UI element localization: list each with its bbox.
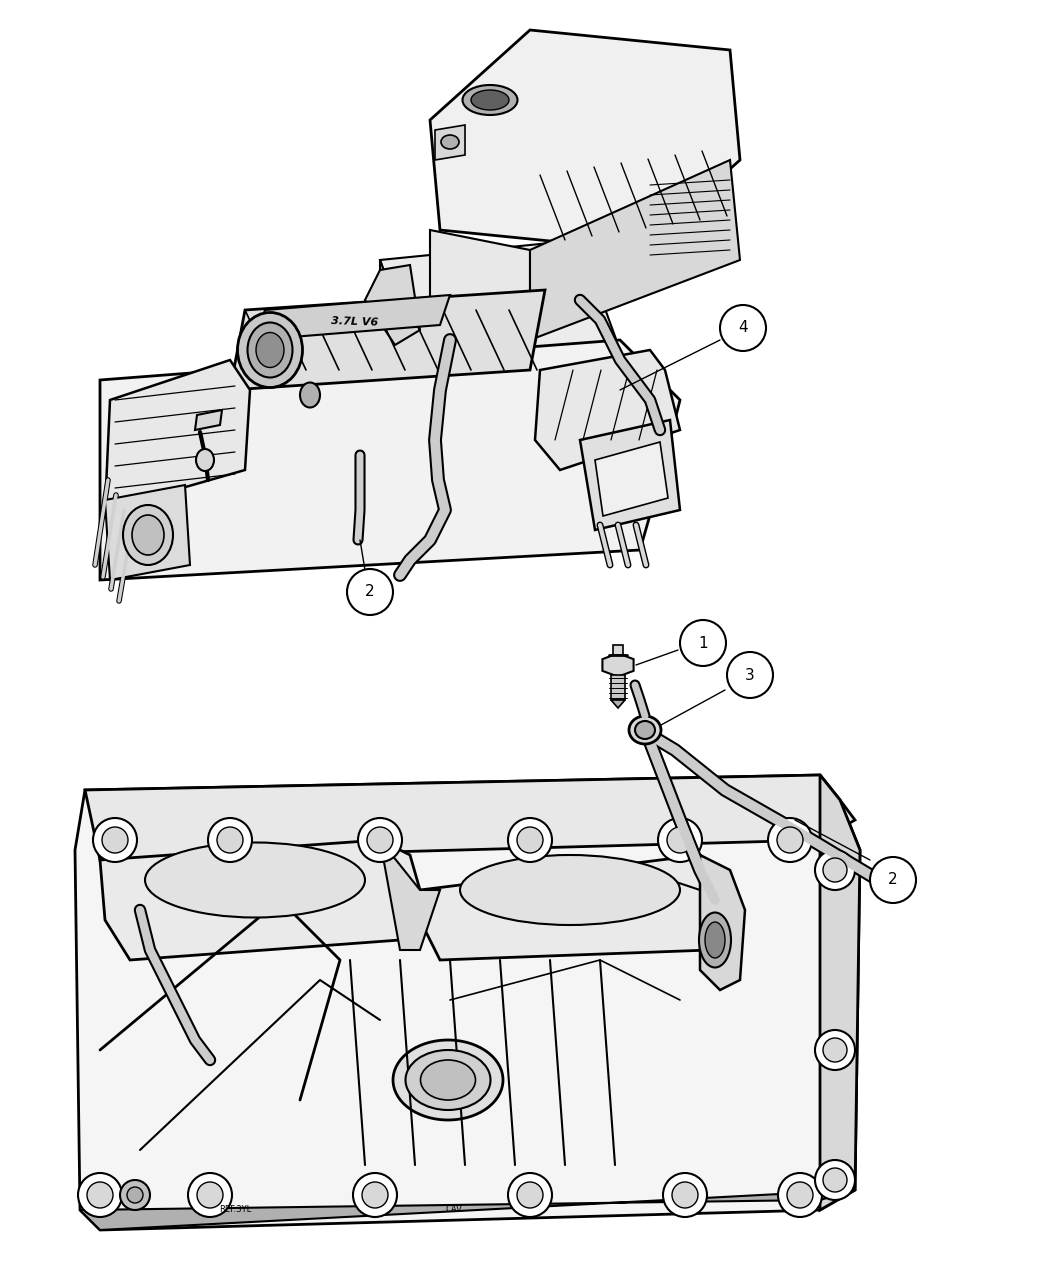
Circle shape (815, 850, 855, 890)
Ellipse shape (132, 515, 164, 555)
Ellipse shape (699, 913, 731, 968)
Circle shape (508, 1173, 552, 1218)
Circle shape (870, 857, 916, 903)
Circle shape (120, 1179, 150, 1210)
Polygon shape (365, 265, 420, 346)
Ellipse shape (635, 720, 655, 739)
Circle shape (517, 1182, 543, 1207)
Text: 3: 3 (746, 668, 755, 682)
Polygon shape (255, 295, 450, 340)
Polygon shape (380, 240, 620, 370)
Ellipse shape (460, 856, 680, 924)
Circle shape (217, 827, 243, 853)
Text: REF.3YL: REF.3YL (218, 1205, 251, 1215)
Text: 4: 4 (738, 320, 748, 335)
Polygon shape (230, 289, 545, 390)
Circle shape (508, 819, 552, 862)
Circle shape (87, 1182, 113, 1207)
Polygon shape (80, 1190, 855, 1230)
Ellipse shape (471, 91, 509, 110)
Polygon shape (603, 653, 633, 677)
Polygon shape (380, 840, 440, 950)
Polygon shape (530, 159, 740, 340)
Polygon shape (380, 260, 420, 390)
Ellipse shape (196, 449, 214, 470)
Ellipse shape (256, 333, 284, 367)
Ellipse shape (237, 312, 302, 388)
Ellipse shape (462, 85, 518, 115)
Polygon shape (820, 775, 860, 1210)
Ellipse shape (629, 717, 662, 745)
Circle shape (823, 858, 847, 882)
Ellipse shape (405, 1051, 490, 1111)
Polygon shape (430, 31, 740, 250)
Polygon shape (105, 360, 250, 510)
Circle shape (358, 819, 402, 862)
Circle shape (663, 1173, 707, 1218)
Polygon shape (613, 645, 623, 655)
Polygon shape (536, 351, 680, 470)
Circle shape (778, 1173, 822, 1218)
Circle shape (720, 305, 766, 351)
Ellipse shape (705, 922, 724, 958)
Polygon shape (195, 411, 222, 430)
Circle shape (188, 1173, 232, 1218)
Polygon shape (85, 775, 855, 861)
Ellipse shape (441, 135, 459, 149)
Circle shape (823, 1038, 847, 1062)
Polygon shape (100, 840, 420, 960)
Polygon shape (105, 484, 190, 580)
Text: 1: 1 (698, 635, 708, 650)
Circle shape (823, 1168, 847, 1192)
Polygon shape (420, 856, 730, 960)
Circle shape (93, 819, 136, 862)
Circle shape (658, 819, 702, 862)
Ellipse shape (123, 505, 173, 565)
Polygon shape (430, 230, 530, 340)
Circle shape (368, 827, 393, 853)
Circle shape (815, 1030, 855, 1070)
Ellipse shape (145, 843, 365, 918)
Circle shape (517, 827, 543, 853)
Text: CAV.: CAV. (446, 1205, 464, 1215)
Circle shape (208, 819, 252, 862)
Polygon shape (611, 674, 625, 700)
Polygon shape (595, 442, 668, 516)
Polygon shape (700, 856, 746, 989)
Circle shape (78, 1173, 122, 1218)
Ellipse shape (300, 382, 320, 408)
Circle shape (346, 569, 393, 615)
Ellipse shape (420, 1060, 476, 1100)
Circle shape (197, 1182, 223, 1207)
Circle shape (127, 1187, 143, 1204)
Text: 2: 2 (888, 872, 898, 887)
Text: 2: 2 (365, 584, 375, 599)
Circle shape (768, 819, 812, 862)
Polygon shape (611, 700, 625, 708)
Circle shape (353, 1173, 397, 1218)
Circle shape (788, 1182, 813, 1207)
Circle shape (362, 1182, 388, 1207)
Circle shape (815, 1160, 855, 1200)
Circle shape (672, 1182, 698, 1207)
Polygon shape (75, 775, 860, 1230)
Circle shape (727, 652, 773, 697)
Polygon shape (580, 419, 680, 530)
Circle shape (667, 827, 693, 853)
Circle shape (777, 827, 803, 853)
Polygon shape (435, 125, 465, 159)
Circle shape (680, 620, 726, 666)
Polygon shape (100, 340, 680, 580)
Text: 3.7L V6: 3.7L V6 (332, 316, 379, 328)
Ellipse shape (393, 1040, 503, 1119)
Ellipse shape (248, 323, 293, 377)
Circle shape (102, 827, 128, 853)
